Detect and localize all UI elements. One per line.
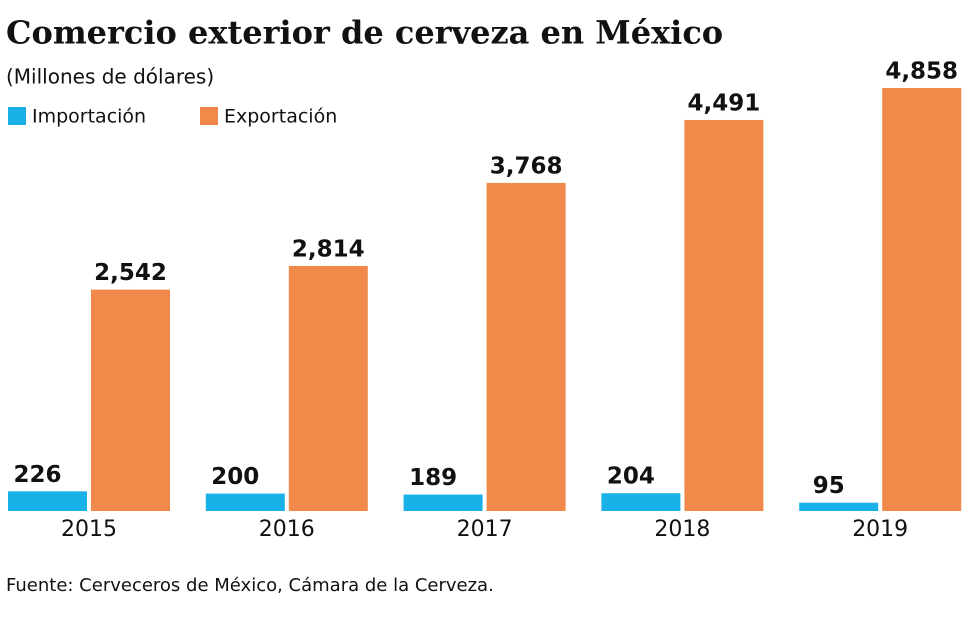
bar (91, 289, 170, 511)
legend-label: Exportación (224, 106, 337, 128)
bar (8, 491, 87, 511)
bar (882, 88, 962, 511)
value-label: 200 (211, 464, 259, 490)
bar (205, 493, 285, 511)
value-label: 4,491 (688, 90, 761, 116)
x-tick-label: 2019 (852, 517, 908, 542)
value-label: 189 (409, 465, 457, 491)
value-label: 2,542 (94, 260, 167, 286)
value-label: 4,858 (885, 59, 958, 85)
legend-swatch (200, 107, 218, 125)
x-tick-label: 2017 (457, 517, 513, 542)
value-label: 2,814 (292, 236, 365, 262)
source-note: Fuente: Cerveceros de México, Cámara de … (6, 575, 494, 596)
legend-label: Importación (32, 106, 146, 128)
value-label: 204 (607, 464, 655, 490)
bar (799, 502, 879, 511)
bar (684, 119, 764, 511)
chart-subtitle: (Millones de dólares) (6, 65, 214, 89)
legend-swatch (8, 107, 26, 125)
bar (288, 265, 368, 511)
value-label: 226 (13, 462, 61, 488)
x-tick-label: 2016 (259, 517, 315, 542)
x-tick-label: 2018 (654, 517, 710, 542)
bar (601, 493, 681, 511)
value-label: 3,768 (490, 153, 563, 179)
value-label: 95 (813, 473, 845, 499)
bar (403, 494, 483, 511)
bar (486, 182, 566, 511)
x-tick-label: 2015 (61, 517, 117, 542)
chart-title: Comercio exterior de cerveza en México (6, 14, 723, 52)
